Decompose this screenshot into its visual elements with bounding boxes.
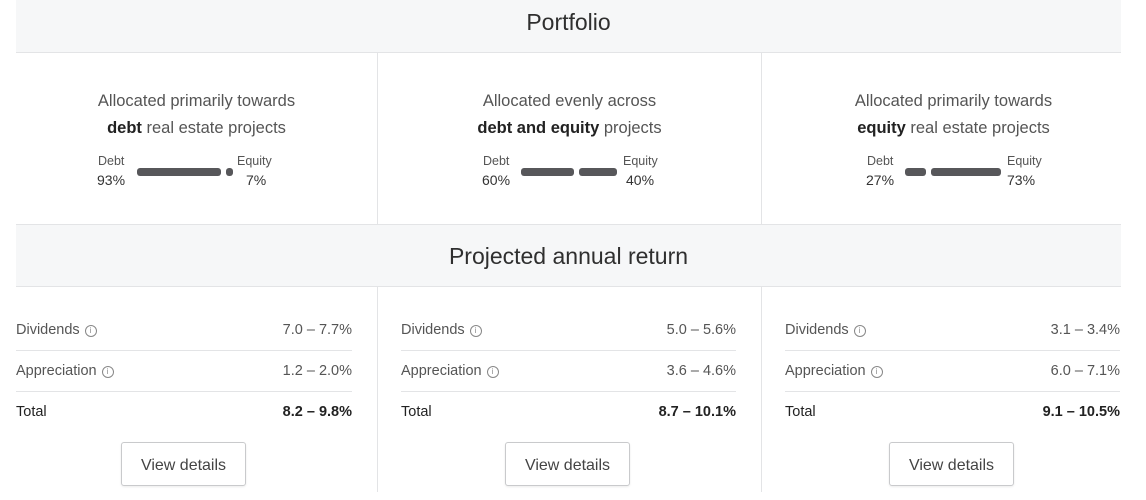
equity-label: Equity (237, 154, 272, 168)
view-details-button[interactable]: View details (889, 442, 1014, 486)
equity-bar (226, 168, 233, 176)
equity-percent: 73% (1007, 172, 1036, 188)
dividends-row: Dividends i 7.0 – 7.7% (16, 310, 352, 351)
dividends-row: Dividends i 3.1 – 3.4% (785, 310, 1120, 351)
dividends-row: Dividends i 5.0 – 5.6% (401, 310, 736, 351)
debt-percent: 60% (482, 172, 511, 188)
allocation-debt-focused: Allocated primarily towards debt real es… (16, 53, 377, 224)
appreciation-value: 3.6 – 4.6% (666, 363, 736, 379)
allocation-split: Debt 60% Equity 40% (378, 152, 761, 192)
debt-percent: 93% (97, 172, 126, 188)
total-value: 8.7 – 10.1% (658, 404, 736, 420)
debt-label: Debt (483, 154, 510, 168)
total-label: Total (16, 404, 47, 420)
debt-label: Debt (867, 154, 894, 168)
info-icon[interactable]: i (84, 325, 97, 337)
returns-balanced: Dividends i 5.0 – 5.6% Appreciation i 3.6 … (401, 310, 736, 432)
equity-bar (579, 168, 617, 176)
info-icon[interactable]: i (469, 325, 482, 337)
total-label: Total (401, 404, 432, 420)
allocation-description: Allocated primarily towards debt real es… (97, 92, 296, 137)
dividends-label: Dividends (401, 322, 465, 338)
appreciation-label: Appreciation (16, 363, 97, 379)
column-divider (377, 286, 378, 492)
total-value: 8.2 – 9.8% (282, 404, 352, 420)
equity-label: Equity (623, 154, 658, 168)
total-row: Total 8.2 – 9.8% (16, 392, 352, 432)
total-row: Total 8.7 – 10.1% (401, 392, 736, 432)
allocation-split: Debt 93% Equity 7% (16, 152, 377, 192)
allocation-equity-focused: Allocated primarily towards equity real … (762, 53, 1145, 224)
dividends-value: 3.1 – 3.4% (1050, 322, 1120, 338)
equity-percent: 7% (246, 172, 267, 188)
info-icon[interactable]: i (101, 366, 114, 378)
equity-percent: 40% (626, 172, 655, 188)
column-divider (761, 53, 762, 224)
info-icon[interactable]: i (853, 325, 866, 337)
view-details-button[interactable]: View details (505, 442, 630, 486)
total-value: 9.1 – 10.5% (1042, 404, 1120, 420)
appreciation-label: Appreciation (785, 363, 866, 379)
info-icon[interactable]: i (870, 366, 883, 378)
allocation-split: Debt 27% Equity 73% (762, 152, 1145, 192)
appreciation-value: 6.0 – 7.1% (1050, 363, 1120, 379)
returns-header: Projected annual return (16, 224, 1121, 287)
portfolio-header: Portfolio (16, 0, 1121, 53)
view-details-button[interactable]: View details (121, 442, 246, 486)
allocation-description: Allocated evenly across debt and equity … (477, 92, 662, 137)
info-icon[interactable]: i (486, 366, 499, 378)
total-label: Total (785, 404, 816, 420)
debt-bar (905, 168, 926, 176)
equity-label: Equity (1007, 154, 1042, 168)
debt-percent: 27% (866, 172, 895, 188)
dividends-label: Dividends (16, 322, 80, 338)
column-divider (377, 53, 378, 224)
dividends-label: Dividends (785, 322, 849, 338)
column-divider (761, 286, 762, 492)
debt-label: Debt (98, 154, 125, 168)
returns-equity-focused: Dividends i 3.1 – 3.4% Appreciation i 6.0 … (785, 310, 1120, 432)
appreciation-label: Appreciation (401, 363, 482, 379)
appreciation-row: Appreciation i 3.6 – 4.6% (401, 351, 736, 392)
appreciation-row: Appreciation i 6.0 – 7.1% (785, 351, 1120, 392)
appreciation-row: Appreciation i 1.2 – 2.0% (16, 351, 352, 392)
equity-bar (931, 168, 1001, 176)
appreciation-value: 1.2 – 2.0% (282, 363, 352, 379)
debt-bar (521, 168, 574, 176)
debt-bar (137, 168, 221, 176)
total-row: Total 9.1 – 10.5% (785, 392, 1120, 432)
dividends-value: 7.0 – 7.7% (282, 322, 352, 338)
allocation-description: Allocated primarily towards equity real … (854, 92, 1053, 137)
returns-debt-focused: Dividends i 7.0 – 7.7% Appreciation i 1.2 … (16, 310, 352, 432)
allocation-balanced: Allocated evenly across debt and equity … (378, 53, 761, 224)
dividends-value: 5.0 – 5.6% (666, 322, 736, 338)
